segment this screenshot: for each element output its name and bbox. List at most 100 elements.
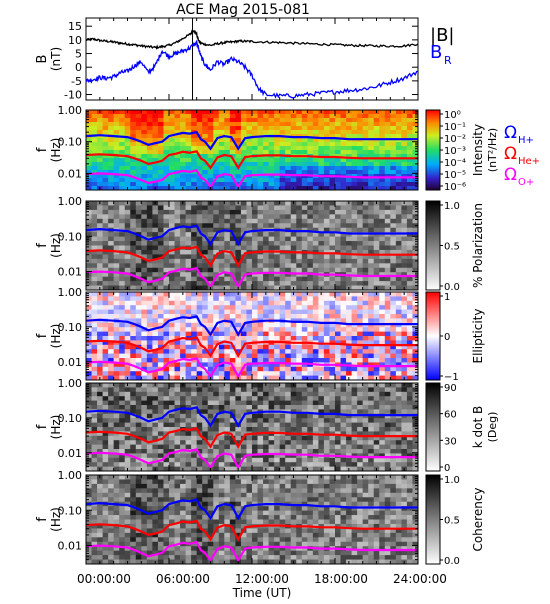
heatmap-cell [246, 427, 252, 432]
heatmap-cell [407, 292, 413, 297]
heatmap-cell [108, 387, 114, 392]
heatmap-cell [324, 449, 330, 454]
colorbar-tick-label: 1 [444, 292, 450, 303]
heatmap-cell [263, 401, 269, 406]
heatmap-cell [329, 314, 335, 319]
heatmap-cell [130, 241, 136, 246]
heatmap-cell [125, 458, 131, 463]
heatmap-cell [291, 336, 297, 341]
heatmap-cell [108, 296, 114, 301]
heatmap-cell [103, 142, 109, 146]
heatmap-cell [307, 201, 313, 206]
legend-br: B [430, 42, 442, 63]
heatmap-cell [346, 332, 352, 337]
heatmap-cell [363, 310, 369, 315]
heatmap-cell [208, 232, 214, 237]
heatmap-cell [224, 162, 230, 166]
heatmap-cell [108, 205, 114, 210]
heatmap-cell [219, 178, 225, 182]
heatmap-cell [307, 445, 313, 450]
heatmap-cell [374, 354, 380, 359]
heatmap-cell [136, 318, 142, 323]
heatmap-cell [219, 387, 225, 392]
heatmap-cell [396, 314, 402, 319]
heatmap-cell [108, 158, 114, 162]
heatmap-cell [213, 396, 219, 401]
heatmap-cell [258, 332, 264, 337]
heatmap-cell [136, 126, 142, 130]
heatmap-cell [224, 219, 230, 224]
heatmap-cell [147, 214, 153, 219]
y-label-b: B [35, 55, 50, 64]
heatmap-cell [180, 142, 186, 146]
heatmap-cell [224, 462, 230, 467]
heatmap-cell [357, 358, 363, 363]
heatmap-cell [175, 310, 181, 315]
heatmap-cell [125, 310, 131, 315]
heatmap-cell [335, 349, 341, 354]
heatmap-cell [274, 418, 280, 423]
heatmap-cell [374, 122, 380, 126]
heatmap-cell [352, 268, 358, 273]
heatmap-cell [175, 272, 181, 277]
heatmap-cell [258, 367, 264, 372]
heatmap-cell [291, 440, 297, 445]
heatmap-cell [191, 345, 197, 350]
heatmap-cell [374, 296, 380, 301]
heatmap-cell [390, 327, 396, 332]
heatmap-cell [379, 263, 385, 268]
heatmap-cell [302, 158, 308, 162]
heatmap-cell [385, 214, 391, 219]
heatmap-cell [390, 314, 396, 319]
heatmap-cell [119, 254, 125, 259]
heatmap-cell [136, 332, 142, 337]
heatmap-cell [401, 314, 407, 319]
heatmap-cell [147, 150, 153, 154]
heatmap-cell [313, 358, 319, 363]
heatmap-cell [352, 223, 358, 228]
heatmap-cell [396, 301, 402, 306]
heatmap-cell [269, 367, 275, 372]
heatmap-cell [302, 418, 308, 423]
heatmap-cell [285, 114, 291, 118]
heatmap-cell [401, 228, 407, 233]
heatmap-cell [357, 332, 363, 337]
heatmap-cell [385, 327, 391, 332]
heatmap-cell [158, 205, 164, 210]
heatmap-cell [396, 219, 402, 224]
heatmap-cell [86, 301, 92, 306]
heatmap-cell [191, 142, 197, 146]
heatmap-cell [125, 146, 131, 150]
heatmap-cell [335, 405, 341, 410]
heatmap-cell [357, 327, 363, 332]
heatmap-cell [180, 345, 186, 350]
heatmap-cell [86, 445, 92, 450]
heatmap-cell [103, 130, 109, 134]
heatmap-cell [252, 158, 258, 162]
heatmap-cell [119, 458, 125, 463]
heatmap-cell [280, 246, 286, 251]
heatmap-cell [258, 158, 264, 162]
heatmap-cell [136, 214, 142, 219]
heatmap-cell [152, 219, 158, 224]
heatmap-cell [280, 118, 286, 122]
heatmap-cell [313, 205, 319, 210]
heatmap-cell [346, 354, 352, 359]
heatmap-cell [401, 170, 407, 174]
heatmap-cell [202, 305, 208, 310]
heatmap-cell [374, 126, 380, 130]
heatmap-cell [92, 122, 98, 126]
heatmap-cell [291, 223, 297, 228]
heatmap-cell [296, 327, 302, 332]
heatmap-cell [92, 114, 98, 118]
heatmap-cell [352, 162, 358, 166]
heatmap-cell [119, 418, 125, 423]
heatmap-cell [269, 332, 275, 337]
heatmap-cell [390, 110, 396, 114]
heatmap-cell [235, 205, 241, 210]
heatmap-cell [119, 314, 125, 319]
heatmap-cell [341, 237, 347, 242]
heatmap-cell [219, 214, 225, 219]
heatmap-cell [230, 405, 236, 410]
